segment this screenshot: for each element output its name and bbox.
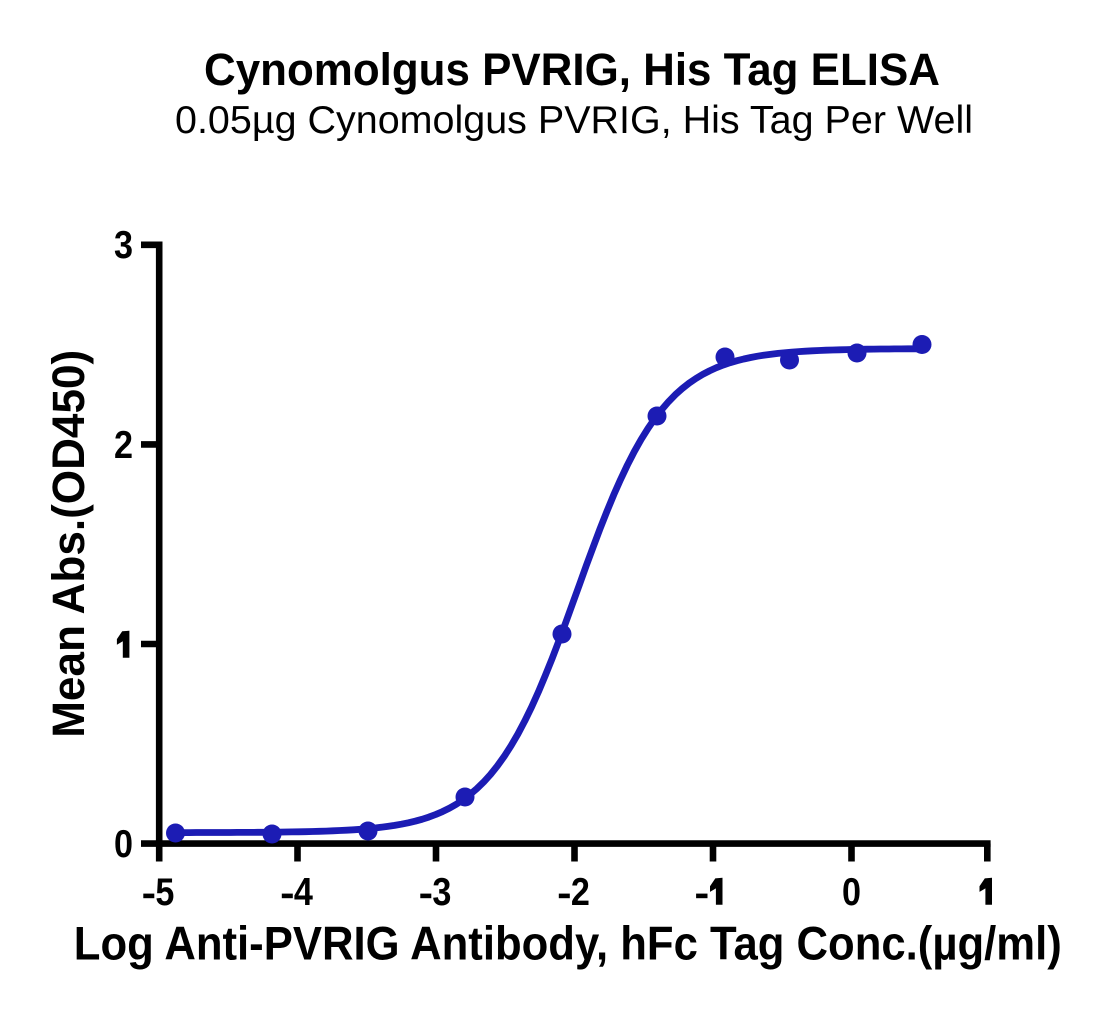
svg-text:0: 0 [114, 823, 133, 866]
svg-text:Cynomolgus PVRIG, His Tag ELIS: Cynomolgus PVRIG, His Tag ELISA [204, 44, 940, 95]
svg-text:0: 0 [842, 871, 861, 914]
svg-text:Mean Abs.(OD450): Mean Abs.(OD450) [43, 350, 94, 738]
svg-text:Log Anti-PVRIG Antibody, hFc T: Log Anti-PVRIG Antibody, hFc Tag Conc.(µ… [74, 917, 1062, 970]
svg-text:2: 2 [114, 424, 133, 467]
svg-text:3: 3 [114, 224, 133, 267]
svg-text:4: 4 [294, 871, 313, 914]
svg-text:2: 2 [571, 871, 590, 914]
svg-text:5: 5 [155, 871, 174, 914]
svg-text:0.05µg Cynomolgus PVRIG, His T: 0.05µg Cynomolgus PVRIG, His Tag Per Wel… [175, 99, 973, 142]
svg-text:3: 3 [432, 871, 451, 914]
